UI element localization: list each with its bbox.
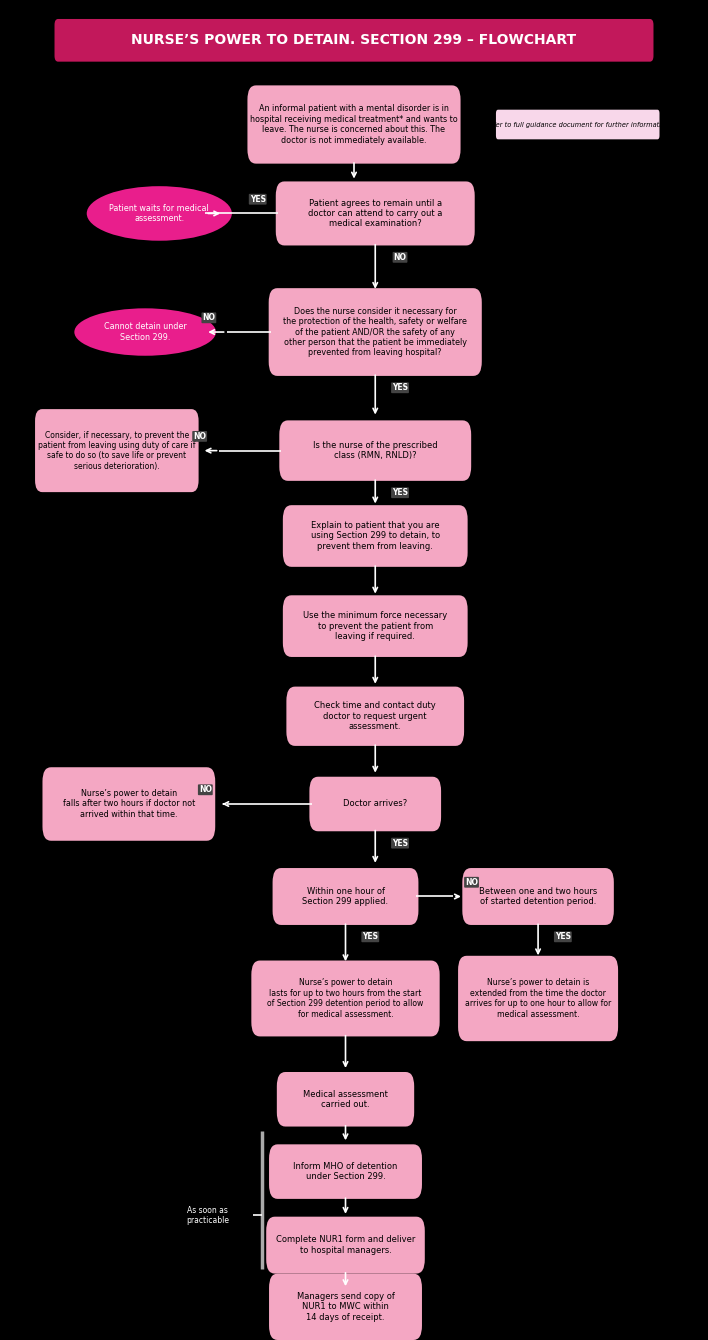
Text: YES: YES bbox=[392, 383, 408, 393]
Text: NO: NO bbox=[193, 431, 206, 441]
Ellipse shape bbox=[74, 308, 216, 355]
Text: Consider, if necessary, to prevent the
patient from leaving using duty of care i: Consider, if necessary, to prevent the p… bbox=[38, 430, 195, 470]
FancyBboxPatch shape bbox=[280, 421, 472, 481]
FancyBboxPatch shape bbox=[273, 868, 418, 925]
Text: NO: NO bbox=[465, 878, 478, 887]
Text: Doctor arrives?: Doctor arrives? bbox=[343, 800, 407, 808]
FancyBboxPatch shape bbox=[496, 110, 659, 139]
Text: YES: YES bbox=[362, 933, 378, 941]
Text: Explain to patient that you are
using Section 299 to detain, to
prevent them fro: Explain to patient that you are using Se… bbox=[311, 521, 440, 551]
FancyBboxPatch shape bbox=[266, 1217, 425, 1273]
FancyBboxPatch shape bbox=[276, 181, 475, 245]
Text: Nurse’s power to detain
lasts for up to two hours from the start
of Section 299 : Nurse’s power to detain lasts for up to … bbox=[268, 978, 423, 1018]
Text: Use the minimum force necessary
to prevent the patient from
leaving if required.: Use the minimum force necessary to preve… bbox=[303, 611, 447, 641]
Text: Cannot detain under
Section 299.: Cannot detain under Section 299. bbox=[104, 323, 186, 342]
Text: Check time and contact duty
doctor to request urgent
assessment.: Check time and contact duty doctor to re… bbox=[314, 701, 436, 732]
FancyBboxPatch shape bbox=[35, 409, 198, 492]
Text: *refer to full guidance document for further information.: *refer to full guidance document for fur… bbox=[484, 122, 672, 127]
FancyBboxPatch shape bbox=[248, 86, 461, 163]
Text: Within one hour of
Section 299 applied.: Within one hour of Section 299 applied. bbox=[302, 887, 389, 906]
Text: YES: YES bbox=[392, 839, 408, 848]
FancyBboxPatch shape bbox=[462, 868, 614, 925]
Text: Does the nurse consider it necessary for
the protection of the health, safety or: Does the nurse consider it necessary for… bbox=[283, 307, 467, 358]
Text: Nurse’s power to detain is
extended from the time the doctor
arrives for up to o: Nurse’s power to detain is extended from… bbox=[465, 978, 611, 1018]
Ellipse shape bbox=[87, 186, 232, 241]
Text: Medical assessment
carried out.: Medical assessment carried out. bbox=[303, 1089, 388, 1110]
Text: Between one and two hours
of started detention period.: Between one and two hours of started det… bbox=[479, 887, 598, 906]
FancyBboxPatch shape bbox=[283, 505, 468, 567]
Text: NO: NO bbox=[394, 253, 406, 261]
Text: YES: YES bbox=[555, 933, 571, 941]
Text: NO: NO bbox=[202, 314, 215, 323]
Text: As soon as
practicable: As soon as practicable bbox=[186, 1206, 229, 1225]
Text: Nurse’s power to detain
falls after two hours if doctor not
arrived within that : Nurse’s power to detain falls after two … bbox=[63, 789, 195, 819]
FancyBboxPatch shape bbox=[269, 288, 482, 377]
FancyBboxPatch shape bbox=[309, 777, 441, 831]
FancyBboxPatch shape bbox=[458, 955, 618, 1041]
Text: YES: YES bbox=[250, 194, 266, 204]
FancyBboxPatch shape bbox=[269, 1273, 422, 1340]
FancyBboxPatch shape bbox=[269, 1144, 422, 1199]
Text: NURSE’S POWER TO DETAIN. SECTION 299 – FLOWCHART: NURSE’S POWER TO DETAIN. SECTION 299 – F… bbox=[132, 34, 576, 47]
FancyBboxPatch shape bbox=[277, 1072, 414, 1127]
Text: YES: YES bbox=[392, 488, 408, 497]
Text: Patient waits for medical
assessment.: Patient waits for medical assessment. bbox=[110, 204, 209, 224]
FancyBboxPatch shape bbox=[283, 595, 468, 657]
Text: An informal patient with a mental disorder is in
hospital receiving medical trea: An informal patient with a mental disord… bbox=[250, 105, 458, 145]
FancyBboxPatch shape bbox=[55, 19, 653, 62]
Text: Complete NUR1 form and deliver
to hospital managers.: Complete NUR1 form and deliver to hospit… bbox=[276, 1235, 415, 1254]
Text: Patient agrees to remain until a
doctor can attend to carry out a
medical examin: Patient agrees to remain until a doctor … bbox=[308, 198, 442, 228]
FancyBboxPatch shape bbox=[42, 768, 215, 840]
Text: Managers send copy of
NUR1 to MWC within
14 days of receipt.: Managers send copy of NUR1 to MWC within… bbox=[297, 1292, 394, 1321]
FancyBboxPatch shape bbox=[286, 686, 464, 746]
Text: NO: NO bbox=[199, 785, 212, 795]
Text: Inform MHO of detention
under Section 299.: Inform MHO of detention under Section 29… bbox=[293, 1162, 398, 1182]
FancyBboxPatch shape bbox=[251, 961, 440, 1036]
Text: Is the nurse of the prescribed
class (RMN, RNLD)?: Is the nurse of the prescribed class (RM… bbox=[313, 441, 438, 461]
